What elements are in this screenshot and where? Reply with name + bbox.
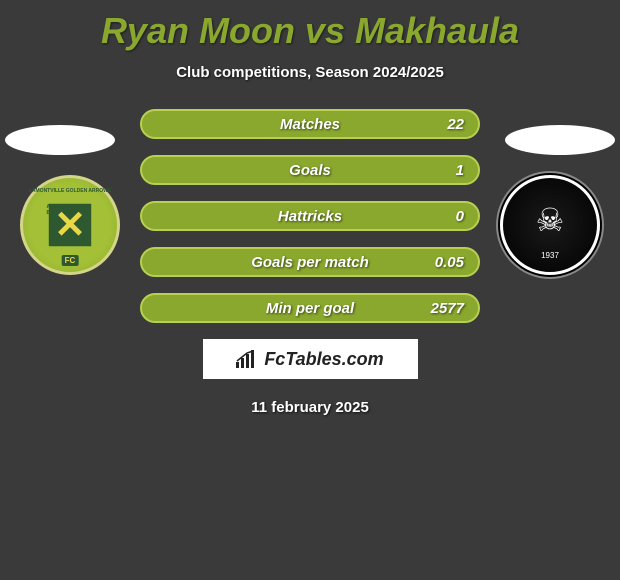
date-text: 11 february 2025 <box>0 399 620 416</box>
stat-label: Goals <box>289 162 331 179</box>
stat-label: Min per goal <box>266 300 354 317</box>
subtitle: Club competitions, Season 2024/2025 <box>0 64 620 81</box>
stat-row-hattricks: Hattricks 0 <box>140 201 480 231</box>
stat-value-right: 0.05 <box>435 254 464 271</box>
crest-left-mid-text: ABAFANA BES'THENDE <box>47 204 94 216</box>
team-crest-left: LAMONTVILLE GOLDEN ARROWS ABAFANA BES'TH… <box>20 175 120 275</box>
page-title: Ryan Moon vs Makhaula <box>0 0 620 52</box>
crest-left-fc: FC <box>62 255 79 266</box>
right-shadow-oval <box>505 125 615 155</box>
stat-row-matches: Matches 22 <box>140 109 480 139</box>
stat-row-goals: Goals 1 <box>140 155 480 185</box>
stat-row-goals-per-match: Goals per match 0.05 <box>140 247 480 277</box>
stat-label: Hattricks <box>278 208 342 225</box>
chart-icon <box>236 350 258 368</box>
stat-row-min-per-goal: Min per goal 2577 <box>140 293 480 323</box>
crest-right-year: 1937 <box>541 251 559 260</box>
stat-value-right: 0 <box>456 208 464 225</box>
stat-value-right: 1 <box>456 162 464 179</box>
stat-value-right: 22 <box>447 116 464 133</box>
left-shadow-oval <box>5 125 115 155</box>
stats-container: Matches 22 Goals 1 Hattricks 0 Goals per… <box>140 109 480 323</box>
stat-label: Matches <box>280 116 340 133</box>
brand-text: FcTables.com <box>264 349 383 370</box>
brand-box: FcTables.com <box>203 339 418 379</box>
team-crest-right: 1937 <box>500 175 600 275</box>
stat-value-right: 2577 <box>431 300 464 317</box>
stat-label: Goals per match <box>251 254 369 271</box>
crest-left-top-text: LAMONTVILLE GOLDEN ARROWS <box>25 188 115 194</box>
